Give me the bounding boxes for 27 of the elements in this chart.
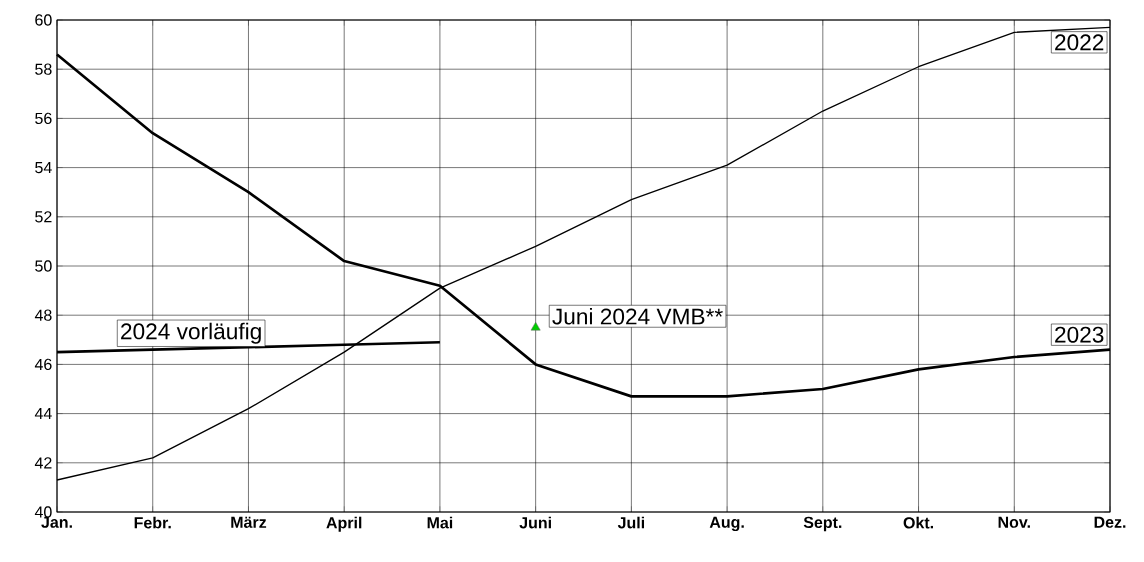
y-tick-label: 52 xyxy=(35,211,52,223)
legend-label: 2022 xyxy=(1055,34,1104,51)
x-tick-label: Juni xyxy=(519,516,551,529)
series-label: 2024 vorläufig xyxy=(121,322,261,344)
x-tick-label: April xyxy=(326,516,362,532)
legend-label: 2023 xyxy=(1055,326,1104,343)
x-tick-label: Mai xyxy=(427,516,453,529)
x-tick-label: Febr. xyxy=(134,516,171,529)
y-tick-label: 56 xyxy=(35,112,52,125)
y-tick-label: 42 xyxy=(34,457,52,469)
y-tick-label: 40 xyxy=(34,506,52,518)
y-tick-label: 58 xyxy=(35,63,52,75)
y-tick-label: 44 xyxy=(34,408,52,420)
x-tick-label: Nov. xyxy=(998,516,1030,528)
series-label: Juni 2024 VMB** xyxy=(552,307,723,325)
y-tick-label: 48 xyxy=(34,309,52,321)
x-tick-label: Aug. xyxy=(709,516,744,532)
x-tick-label: Jan. xyxy=(41,516,72,528)
x-tick-label: Sept. xyxy=(803,516,842,532)
x-tick-label: März xyxy=(231,516,267,528)
y-tick-label: 46 xyxy=(34,358,52,371)
x-tick-label: Dez. xyxy=(1094,516,1126,528)
y-tick-label: 50 xyxy=(35,260,52,272)
x-tick-label: Okt. xyxy=(903,516,934,529)
y-tick-label: 54 xyxy=(35,162,52,174)
y-tick-label: 60 xyxy=(35,14,52,26)
x-tick-label: Juli xyxy=(617,516,645,529)
